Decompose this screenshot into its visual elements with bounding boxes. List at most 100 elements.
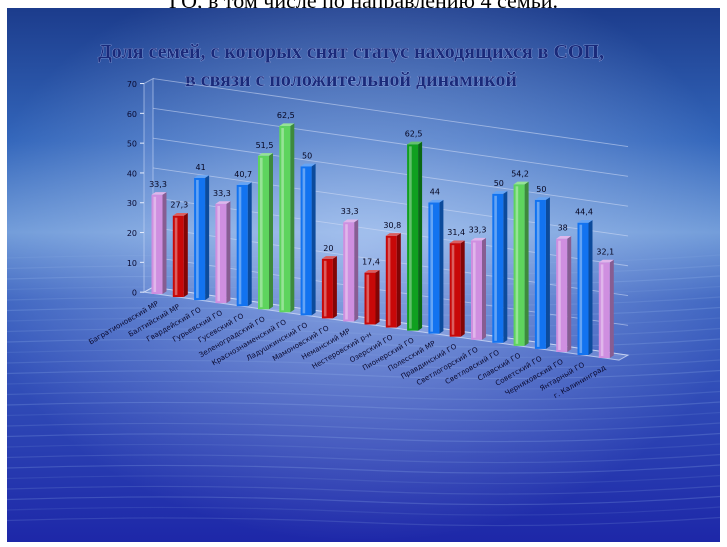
value-label: 50 bbox=[536, 185, 546, 194]
bar-highlight bbox=[345, 224, 348, 320]
value-label: 44 bbox=[430, 188, 440, 197]
water-streak bbox=[7, 474, 720, 485]
bar-front bbox=[598, 262, 610, 359]
bar-front bbox=[428, 202, 440, 334]
bar-highlight bbox=[238, 186, 242, 305]
water-streak bbox=[7, 390, 720, 401]
bar-side bbox=[482, 237, 486, 340]
bar: 44,4 bbox=[575, 208, 593, 355]
value-label: 20 bbox=[323, 244, 333, 253]
value-label: 17,4 bbox=[362, 258, 380, 267]
water-streak bbox=[7, 432, 720, 443]
bar-highlight bbox=[473, 242, 476, 338]
water-streak bbox=[7, 453, 720, 464]
bar-side bbox=[460, 240, 465, 337]
bar-side bbox=[290, 123, 295, 313]
water-streak bbox=[7, 495, 720, 506]
value-label: 38 bbox=[558, 224, 568, 233]
gridline bbox=[152, 137, 629, 207]
bar-highlight bbox=[366, 274, 370, 323]
bar-highlight bbox=[430, 204, 433, 332]
bar-side bbox=[567, 236, 572, 352]
bar-top bbox=[428, 199, 444, 203]
bar: 50 bbox=[300, 151, 316, 316]
bar-side bbox=[545, 197, 550, 349]
bar-top bbox=[598, 259, 614, 263]
bar-highlight bbox=[323, 260, 327, 317]
bar-front bbox=[407, 144, 419, 331]
value-label: 31,4 bbox=[447, 228, 465, 237]
bar-top bbox=[258, 153, 273, 156]
bar-front bbox=[172, 215, 184, 298]
bar: 33,3 bbox=[149, 180, 167, 294]
bar-highlight bbox=[409, 146, 412, 329]
bar-side bbox=[269, 153, 273, 310]
value-label: 51,5 bbox=[256, 141, 274, 150]
bar-highlight bbox=[217, 205, 220, 302]
bar-side bbox=[183, 213, 188, 298]
value-label: 33,3 bbox=[149, 180, 167, 189]
bar-side bbox=[247, 182, 252, 307]
bar-front bbox=[194, 177, 206, 301]
water-streak bbox=[7, 485, 720, 495]
bar-highlight bbox=[600, 264, 604, 357]
bar-top bbox=[449, 240, 465, 244]
value-label: 40,7 bbox=[234, 170, 252, 179]
bar-front bbox=[556, 238, 568, 352]
bar: 27,3 bbox=[170, 201, 188, 298]
bar-highlight bbox=[494, 195, 497, 341]
bar: 50 bbox=[492, 179, 508, 343]
water-streak bbox=[7, 369, 720, 380]
bar-side bbox=[205, 175, 210, 301]
bar-front bbox=[279, 126, 291, 313]
bar-top bbox=[300, 163, 316, 167]
bar-top bbox=[492, 191, 508, 194]
bar-top bbox=[385, 233, 401, 236]
bar-front bbox=[534, 199, 546, 349]
bar-front bbox=[258, 155, 269, 310]
bar: 17,4 bbox=[362, 258, 380, 325]
slide: Доля семей, с которых снят статус находя… bbox=[7, 8, 720, 542]
value-label: 50 bbox=[494, 179, 504, 188]
bar: 33,3 bbox=[341, 207, 359, 322]
bar-front bbox=[385, 235, 397, 328]
bar-side bbox=[524, 181, 529, 346]
chart-title-line: Доля семей, с которых снят статус находя… bbox=[98, 41, 604, 63]
y-tick-label: 30 bbox=[127, 199, 137, 208]
bar: 40,7 bbox=[234, 170, 252, 307]
bar-top bbox=[534, 197, 550, 200]
value-label: 62,5 bbox=[277, 111, 295, 120]
bar-highlight bbox=[196, 179, 199, 299]
bar-top bbox=[215, 201, 231, 204]
water-streak bbox=[7, 401, 720, 411]
bar-highlight bbox=[260, 157, 263, 308]
bar: 62,5 bbox=[405, 129, 423, 331]
y-tick-label: 70 bbox=[127, 80, 137, 89]
value-label: 33,3 bbox=[213, 189, 231, 198]
bar-top bbox=[151, 192, 167, 195]
bar-top bbox=[279, 123, 295, 127]
value-label: 33,3 bbox=[469, 226, 487, 235]
bar: 62,5 bbox=[277, 111, 295, 313]
bar-highlight bbox=[174, 217, 178, 296]
bar-front bbox=[513, 184, 525, 346]
bar-side bbox=[375, 269, 380, 325]
y-tick-label: 50 bbox=[127, 140, 137, 149]
bar-top bbox=[364, 269, 380, 273]
bar: 30,8 bbox=[383, 221, 401, 328]
bar: 51,5 bbox=[256, 141, 274, 310]
y-tick-label: 20 bbox=[127, 229, 137, 238]
y-tick-label: 10 bbox=[127, 259, 137, 268]
bar-front bbox=[321, 258, 333, 319]
bar: 54,2 bbox=[511, 169, 529, 346]
value-label: 30,8 bbox=[383, 221, 401, 230]
bar-highlight bbox=[387, 237, 391, 326]
y-tick-label: 0 bbox=[132, 289, 137, 298]
bar-front bbox=[343, 222, 355, 322]
bar-side bbox=[396, 233, 401, 328]
bar-top bbox=[172, 213, 188, 216]
bar-top bbox=[577, 220, 593, 223]
bar-highlight bbox=[515, 186, 519, 344]
bar-side bbox=[354, 219, 359, 322]
water-streak bbox=[7, 380, 720, 390]
